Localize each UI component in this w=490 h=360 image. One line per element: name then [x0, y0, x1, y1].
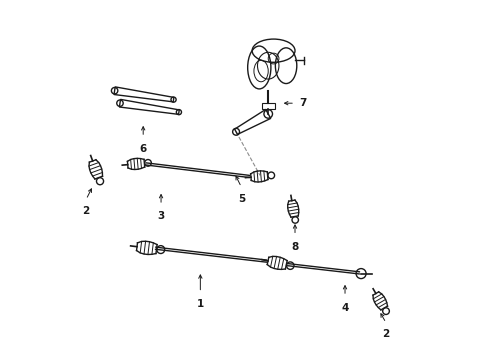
Text: 7: 7	[299, 98, 307, 108]
Text: 6: 6	[140, 144, 147, 154]
Bar	[262, 103, 275, 109]
Text: 5: 5	[238, 194, 245, 203]
Text: 3: 3	[157, 211, 165, 221]
Text: 8: 8	[292, 242, 298, 252]
Text: 2: 2	[383, 329, 390, 339]
Text: 1: 1	[196, 299, 204, 309]
Text: 2: 2	[82, 206, 90, 216]
Text: 4: 4	[342, 302, 349, 312]
